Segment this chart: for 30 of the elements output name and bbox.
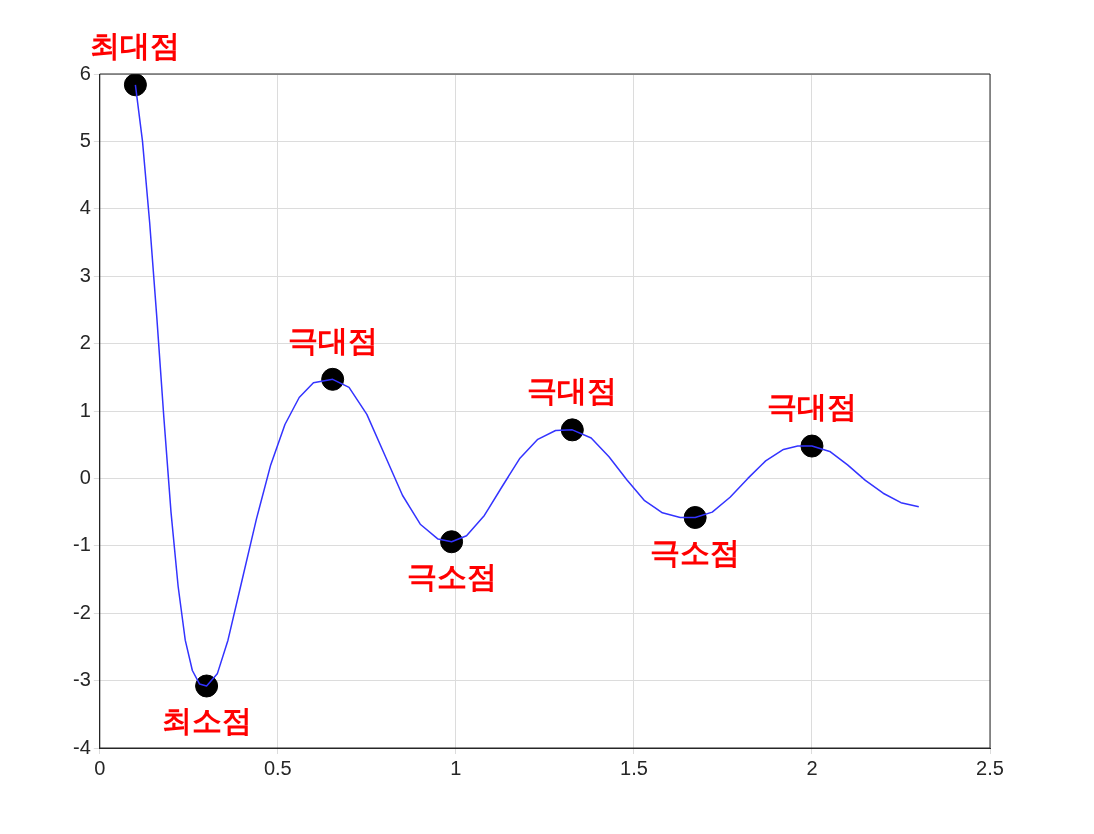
point — [560, 418, 584, 442]
y-tick-label: -2 — [72, 600, 91, 623]
annotation: 극대점 — [527, 374, 618, 408]
x-tick-label: 1.5 — [620, 756, 648, 779]
point — [321, 367, 345, 391]
y-tick-label: 5 — [79, 128, 91, 151]
y-tick-label: 6 — [79, 61, 91, 84]
annotation: 극소점 — [650, 535, 741, 569]
point — [683, 505, 707, 529]
point — [195, 674, 219, 698]
annotation: 극소점 — [406, 560, 497, 594]
x-tick-label: 0 — [94, 756, 106, 779]
point — [123, 74, 147, 97]
y-tick-label: 0 — [79, 465, 91, 488]
y-tick-label: -1 — [72, 533, 91, 556]
x-tick-label: 1 — [450, 756, 462, 779]
y-tick-label: -4 — [72, 735, 91, 758]
x-tick-label: 2 — [806, 756, 818, 779]
y-tick-label: 1 — [79, 398, 91, 421]
y-tick-label: 4 — [79, 196, 91, 219]
y-tick-label: 3 — [79, 263, 91, 286]
y-tick-label: 2 — [79, 331, 91, 354]
x-tick-label: 2.5 — [976, 756, 1004, 779]
annotation: 최대점 — [90, 29, 181, 63]
annotation: 극대점 — [287, 323, 378, 357]
annotation: 최소점 — [161, 704, 252, 738]
x-tick-label: 0.5 — [263, 756, 292, 779]
annotation: 극대점 — [766, 390, 857, 424]
y-tick-label: -3 — [72, 668, 91, 691]
point — [440, 530, 464, 554]
